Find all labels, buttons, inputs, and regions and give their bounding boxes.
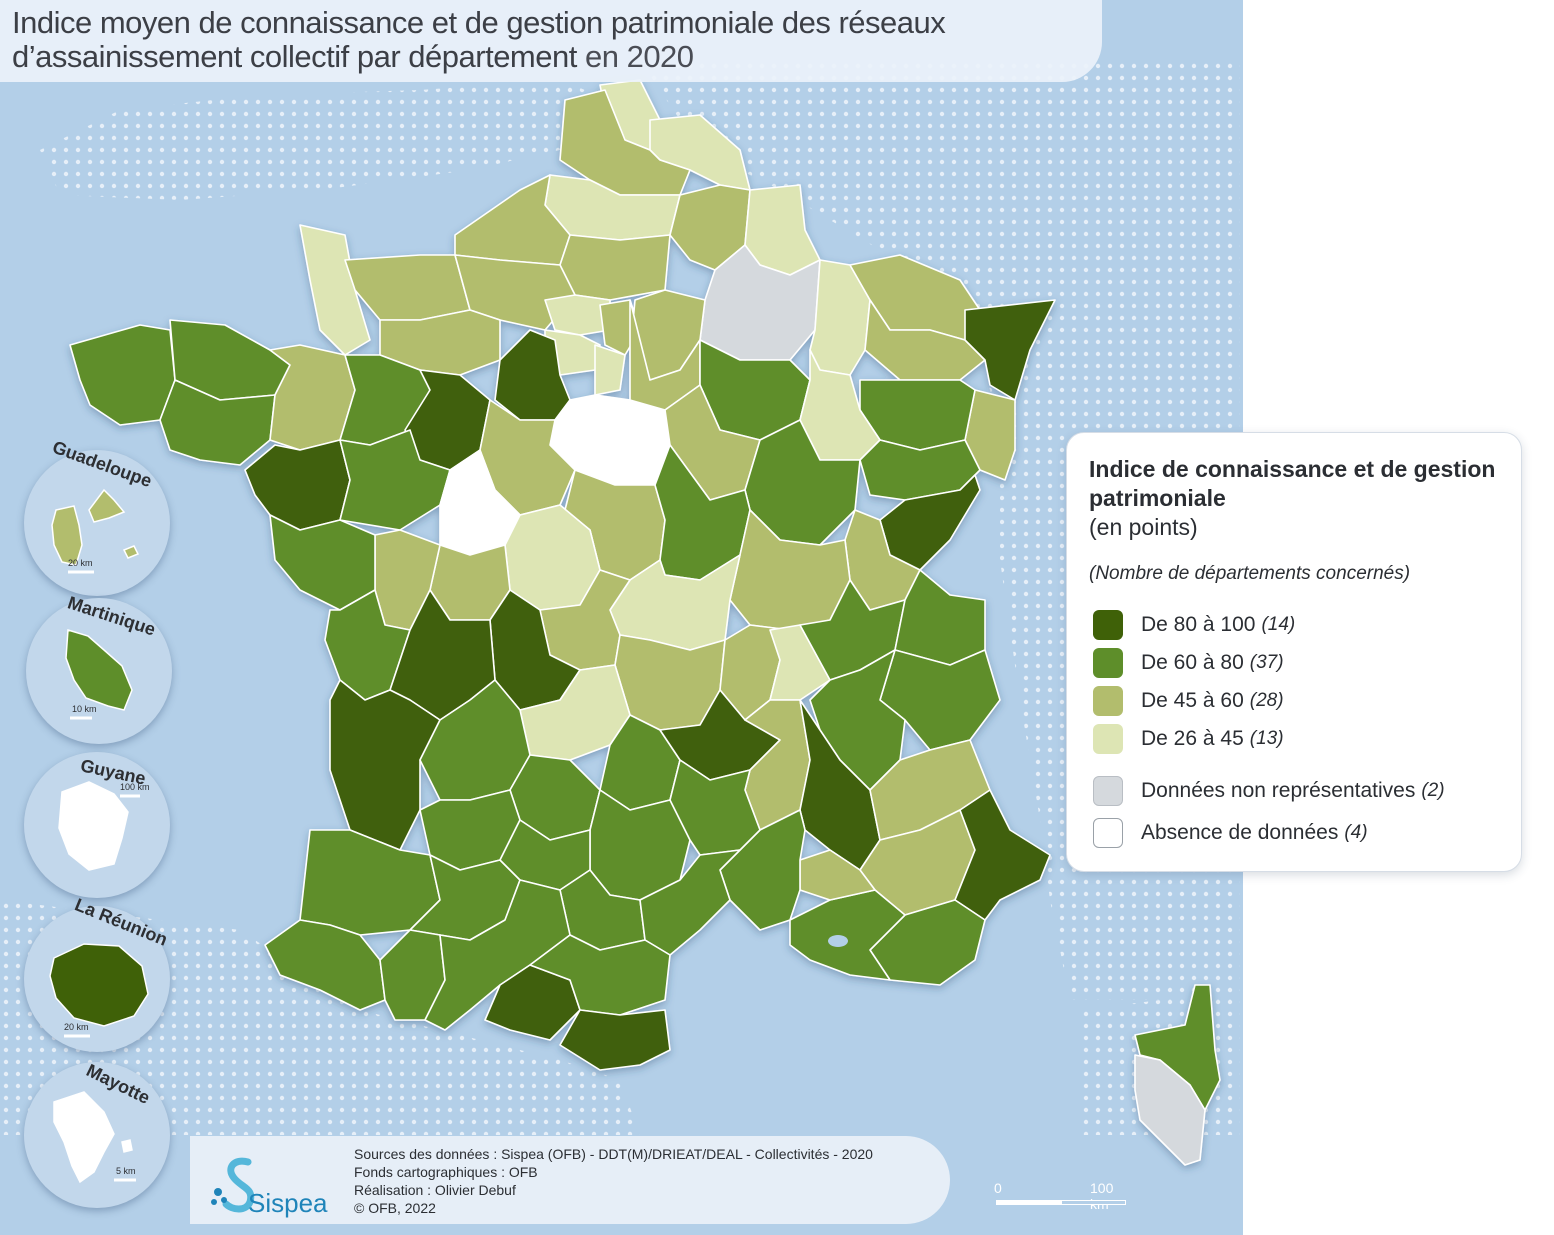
dept-bas-rhin	[964, 299, 1056, 401]
legend-label: De 26 à 45	[1141, 727, 1244, 750]
source-line-copyright: © OFB, 2022	[354, 1200, 436, 1216]
france-departments	[69, 79, 1221, 1166]
inset-scale-guadeloupe: 20 km	[68, 558, 93, 568]
legend-count: (4)	[1344, 822, 1368, 843]
legend-item-80-100: De 80 à 100 (14)	[1093, 609, 1295, 641]
dept-alpes-maritimes	[954, 789, 1051, 921]
dept-calvados	[344, 254, 471, 321]
dotted-landmass-uk	[40, 80, 610, 200]
dept-pas-de-calais	[559, 89, 691, 196]
mayotte-shape	[53, 1091, 136, 1184]
legend-label: De 80 à 100	[1141, 613, 1256, 636]
inset-martinique: Martinique 10 km	[26, 592, 172, 744]
sispea-logo: Sispea	[204, 1148, 344, 1218]
legend-swatch	[1093, 818, 1123, 848]
inset-guadeloupe: Guadeloupe 20 km	[24, 437, 170, 596]
title-main: Indice moyen de connaissance et de gesti…	[12, 5, 946, 74]
scale-max: 100 km	[1090, 1180, 1114, 1212]
legend-item-45-60: De 45 à 60 (28)	[1093, 685, 1284, 717]
legend-swatch	[1093, 776, 1123, 806]
map-canvas	[0, 60, 1240, 1166]
legend: Indice de connaissance et de gestion pat…	[1066, 432, 1522, 872]
legend-count: (14)	[1261, 614, 1296, 635]
dept-manche	[299, 224, 371, 356]
title-year: en 2020	[584, 39, 694, 74]
dept-loire-atlantique	[244, 439, 351, 531]
legend-item-60-80: De 60 à 80 (37)	[1093, 647, 1284, 679]
legend-count: (28)	[1249, 690, 1284, 711]
source-line-author: Réalisation : Olivier Debuf	[354, 1182, 516, 1198]
scale-line	[996, 1200, 1126, 1205]
inset-mayotte: Mayotte 5 km	[24, 1060, 170, 1208]
source-line-basemap: Fonds cartographiques : OFB	[354, 1164, 538, 1180]
dept-pyrenees-orientales	[559, 1009, 671, 1071]
legend-swatch	[1093, 648, 1123, 678]
map-title: Indice moyen de connaissance et de gesti…	[0, 0, 1102, 82]
guyane-shape	[58, 781, 140, 871]
sispea-logo-text: Sispea	[248, 1188, 328, 1218]
inset-scale-mayotte: 5 km	[116, 1166, 136, 1176]
legend-label: Absence de données	[1141, 821, 1339, 844]
martinique-shape	[65, 629, 133, 720]
dept-haute-saone	[859, 439, 981, 501]
legend-swatch	[1093, 724, 1123, 754]
legend-label: Données non représentatives	[1141, 779, 1416, 802]
legend-note: (Nombre de départements concernés)	[1089, 563, 1411, 584]
dept-vendee	[269, 514, 376, 611]
legend-item-non-representative: Données non représentatives (2)	[1093, 775, 1445, 807]
dept-corse-du-sud	[1134, 1054, 1206, 1166]
inset-scale-martinique: 10 km	[72, 704, 97, 714]
legend-title: Indice de connaissance et de gestion pat…	[1089, 455, 1509, 542]
sources-panel: Sispea Sources des données : Sispea (OFB…	[190, 1136, 950, 1224]
legend-count: (13)	[1249, 728, 1284, 749]
sources-text: Sources des données : Sispea (OFB) - DDT…	[354, 1145, 873, 1217]
legend-title-text: Indice de connaissance et de gestion pat…	[1089, 456, 1496, 511]
etang-de-berre	[828, 935, 848, 947]
dept-lozere	[669, 759, 761, 856]
legend-item-26-45: De 26 à 45 (13)	[1093, 723, 1284, 755]
legend-swatch	[1093, 686, 1123, 716]
sispea-logo-icon	[211, 1157, 255, 1213]
source-line-data: Sources des données : Sispea (OFB) - DDT…	[354, 1146, 873, 1162]
inset-scale-guyane: 100 km	[120, 782, 150, 792]
legend-count: (2)	[1421, 780, 1445, 801]
legend-label: De 60 à 80	[1141, 651, 1244, 674]
reunion-shape	[49, 943, 149, 1038]
legend-label: De 45 à 60	[1141, 689, 1244, 712]
legend-item-no-data: Absence de données (4)	[1093, 817, 1368, 849]
inset-guyane: Guyane 100 km	[24, 752, 170, 898]
guadeloupe-shape	[51, 488, 140, 574]
legend-count: (37)	[1249, 652, 1284, 673]
dept-aude	[529, 934, 671, 1016]
dept-oise	[559, 234, 671, 301]
inset-la-reunion: La Réunion 20 km	[24, 894, 170, 1052]
legend-unit: (en points)	[1089, 514, 1198, 540]
inset-scale-la-reunion: 20 km	[64, 1022, 89, 1032]
scale-zero: 0	[994, 1180, 1002, 1196]
dept-finistere	[69, 324, 176, 426]
dept-val-doise	[544, 294, 611, 336]
map-panel: Indice moyen de connaissance et de gesti…	[0, 0, 1243, 1235]
dept-landes	[299, 829, 441, 936]
legend-swatch	[1093, 610, 1123, 640]
dept-essonne	[594, 344, 626, 396]
